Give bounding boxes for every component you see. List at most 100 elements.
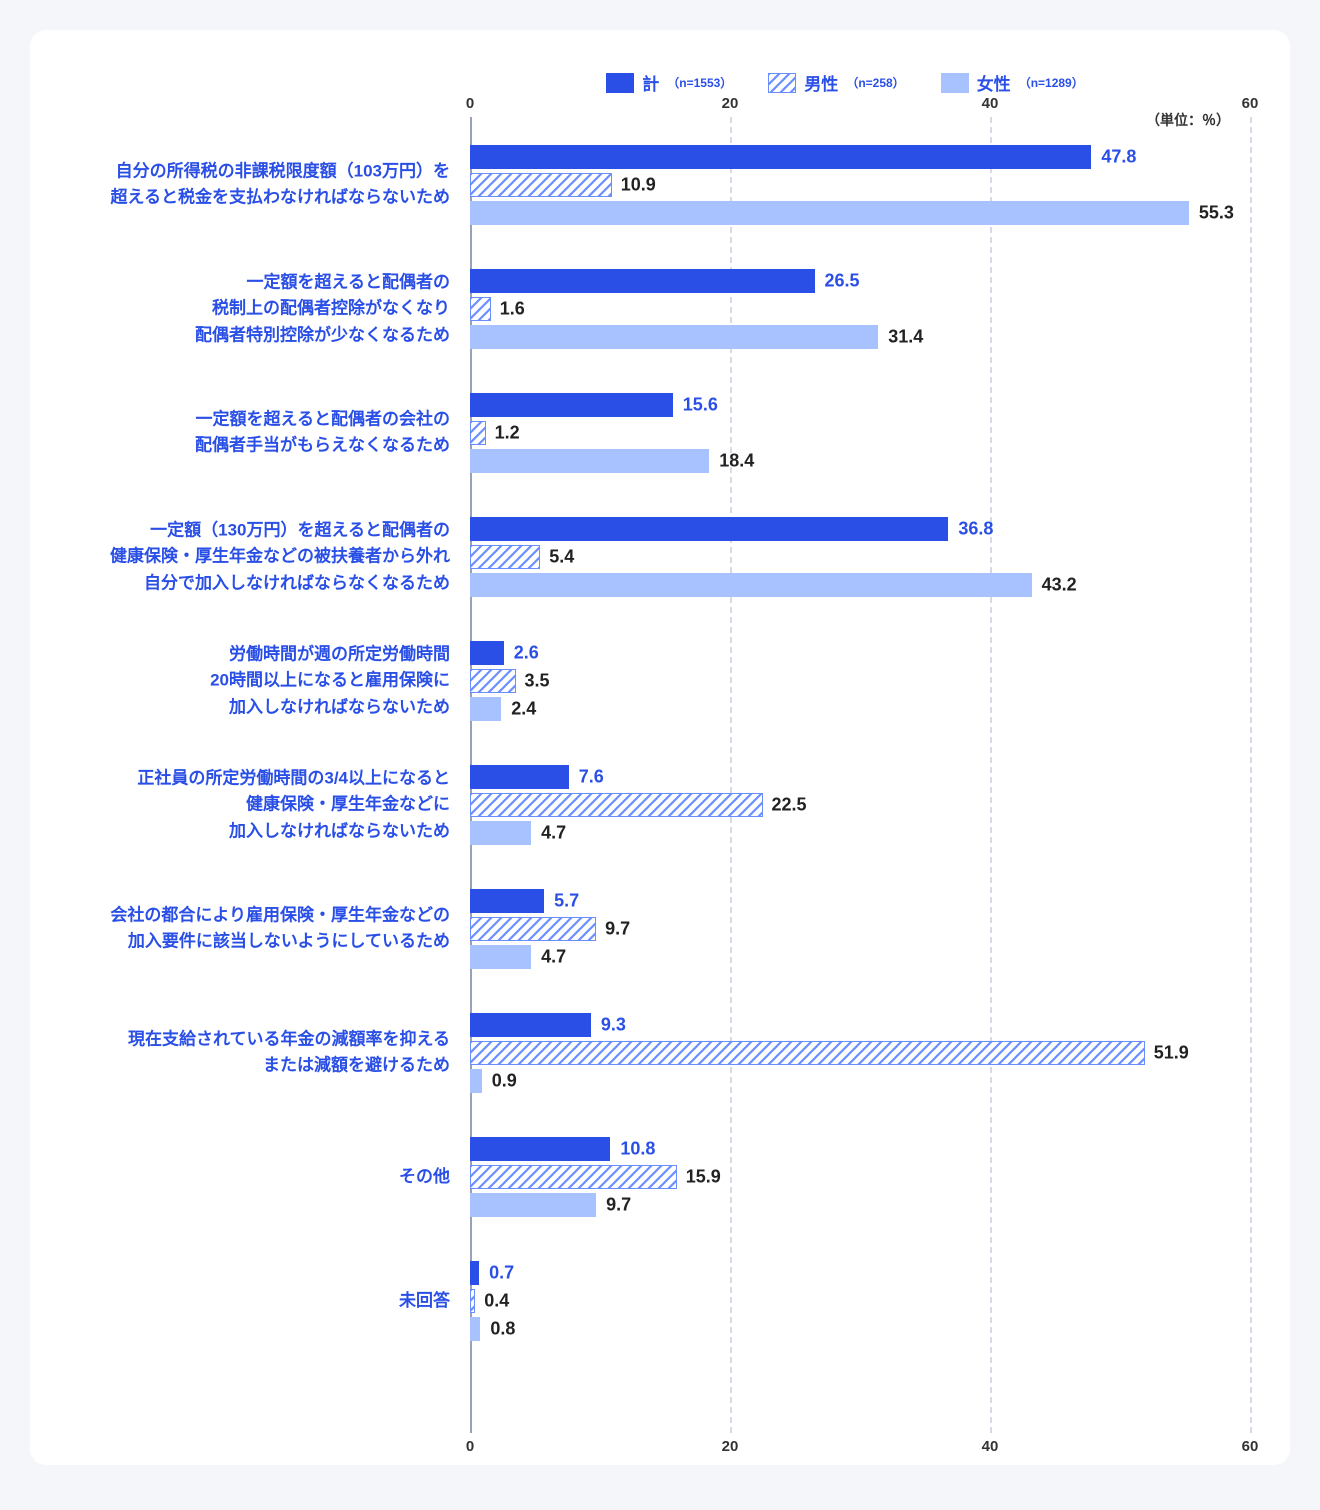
bar-male: 9.7 — [470, 917, 596, 941]
axis-tick: 20 — [722, 1438, 739, 1455]
category-label: その他 — [70, 1164, 470, 1190]
legend-label: 女性 — [977, 70, 1011, 95]
bar-value: 26.5 — [815, 271, 860, 292]
bar-value: 18.4 — [709, 451, 754, 472]
legend-swatch-male — [768, 73, 796, 93]
bar-female: 2.4 — [470, 697, 501, 721]
bar-value: 0.7 — [479, 1263, 514, 1284]
bar-total: 5.7 — [470, 889, 544, 913]
axis-tick: 40 — [982, 95, 999, 112]
bar-female: 0.8 — [470, 1317, 480, 1341]
category-label: 会社の都合により雇用保険・厚生年金などの加入要件に該当しないようにしているため — [70, 903, 470, 956]
bar-total: 15.6 — [470, 393, 673, 417]
category-label: 一定額を超えると配偶者の税制上の配偶者控除がなくなり配偶者特別控除が少なくなるた… — [70, 269, 470, 348]
legend-sublabel: （n=1289） — [1019, 74, 1084, 91]
bar-value: 10.9 — [611, 175, 656, 196]
legend-item-total: 計（n=1553） — [606, 70, 732, 95]
bar-female: 4.7 — [470, 945, 531, 969]
bar-female: 9.7 — [470, 1193, 596, 1217]
axis-tick: 60 — [1242, 1438, 1259, 1455]
bar-total: 36.8 — [470, 517, 948, 541]
bar-value: 15.6 — [673, 395, 718, 416]
bar-male: 22.5 — [470, 793, 763, 817]
bar-male: 10.9 — [470, 173, 612, 197]
category-label: 労働時間が週の所定労働時間20時間以上になると雇用保険に加入しなければならないた… — [70, 641, 470, 720]
axis-tick: 40 — [982, 1438, 999, 1455]
bar-group: 自分の所得税の非課税限度額（103万円）を超えると税金を支払わなければならないた… — [470, 145, 1250, 225]
chart-plot-area: 00202040406060自分の所得税の非課税限度額（103万円）を超えると税… — [470, 135, 1250, 1415]
bar-value: 5.4 — [539, 547, 574, 568]
bar-male: 1.2 — [470, 421, 486, 445]
bar-total: 47.8 — [470, 145, 1091, 169]
bar-male: 3.5 — [470, 669, 516, 693]
bar-value: 0.8 — [480, 1319, 515, 1340]
legend-item-male: 男性 （n=258） — [768, 70, 904, 95]
bar-value: 36.8 — [948, 519, 993, 540]
bar-male: 15.9 — [470, 1165, 677, 1189]
bar-group: 労働時間が週の所定労働時間20時間以上になると雇用保険に加入しなければならないた… — [470, 641, 1250, 721]
legend-item-female: 女性 （n=1289） — [941, 70, 1084, 95]
bar-group: 会社の都合により雇用保険・厚生年金などの加入要件に該当しないようにしているため5… — [470, 889, 1250, 969]
bar-female: 31.4 — [470, 325, 878, 349]
bar-value: 3.5 — [515, 671, 550, 692]
axis-tick: 0 — [466, 95, 474, 112]
legend-swatch-female — [941, 73, 969, 93]
bar-value: 1.2 — [485, 423, 520, 444]
bar-value: 4.7 — [531, 823, 566, 844]
bar-value: 7.6 — [569, 767, 604, 788]
bar-female: 55.3 — [470, 201, 1189, 225]
bar-value: 2.4 — [501, 699, 536, 720]
unit-label: （単位：％） — [1146, 110, 1230, 130]
bar-value: 51.9 — [1144, 1043, 1189, 1064]
legend: 計（n=1553） 男性 （n=258） 女性 （n=1289） — [440, 70, 1250, 95]
axis-tick: 0 — [466, 1438, 474, 1455]
bar-value: 9.7 — [595, 919, 630, 940]
legend-label: 男性 — [804, 70, 838, 95]
bar-value: 1.6 — [490, 299, 525, 320]
category-label: 正社員の所定労働時間の3/4以上になると健康保険・厚生年金などに加入しなければな… — [70, 765, 470, 844]
bar-value: 9.7 — [596, 1195, 631, 1216]
bar-value: 9.3 — [591, 1015, 626, 1036]
bar-male: 1.6 — [470, 297, 491, 321]
bar-total: 7.6 — [470, 765, 569, 789]
bar-female: 43.2 — [470, 573, 1032, 597]
bar-value: 5.7 — [544, 891, 579, 912]
bar-total: 26.5 — [470, 269, 815, 293]
category-label: 一定額を超えると配偶者の会社の配偶者手当がもらえなくなるため — [70, 407, 470, 460]
bar-value: 31.4 — [878, 327, 923, 348]
bar-value: 55.3 — [1189, 203, 1234, 224]
bar-group: 正社員の所定労働時間の3/4以上になると健康保険・厚生年金などに加入しなければな… — [470, 765, 1250, 845]
axis-tick: 20 — [722, 95, 739, 112]
bar-value: 22.5 — [762, 795, 807, 816]
category-label: 一定額（130万円）を超えると配偶者の健康保険・厚生年金などの被扶養者から外れ自… — [70, 517, 470, 596]
legend-label: 計 — [642, 70, 659, 95]
legend-sublabel: （n=258） — [846, 74, 904, 91]
bar-group: その他10.815.99.7 — [470, 1137, 1250, 1217]
bar-group: 一定額を超えると配偶者の税制上の配偶者控除がなくなり配偶者特別控除が少なくなるた… — [470, 269, 1250, 349]
legend-swatch-total — [606, 73, 634, 93]
bar-total: 2.6 — [470, 641, 504, 665]
grid-line — [1250, 117, 1252, 1433]
bar-group: 一定額を超えると配偶者の会社の配偶者手当がもらえなくなるため15.61.218.… — [470, 393, 1250, 473]
bar-group: 一定額（130万円）を超えると配偶者の健康保険・厚生年金などの被扶養者から外れ自… — [470, 517, 1250, 597]
bar-value: 43.2 — [1032, 575, 1077, 596]
chart-card: 計（n=1553）男性（n=258）女性（n=1289） （単位：％） 0020… — [30, 30, 1290, 1465]
bar-total: 9.3 — [470, 1013, 591, 1037]
bar-value: 15.9 — [676, 1167, 721, 1188]
bar-value: 0.4 — [474, 1291, 509, 1312]
bar-value: 10.8 — [610, 1139, 655, 1160]
bar-total: 10.8 — [470, 1137, 610, 1161]
axis-tick: 60 — [1242, 95, 1259, 112]
category-label: 未回答 — [70, 1288, 470, 1314]
bar-value: 47.8 — [1091, 147, 1136, 168]
bar-value: 0.9 — [482, 1071, 517, 1092]
bar-female: 4.7 — [470, 821, 531, 845]
bar-female: 0.9 — [470, 1069, 482, 1093]
bar-male: 51.9 — [470, 1041, 1145, 1065]
bar-female: 18.4 — [470, 449, 709, 473]
bar-value: 4.7 — [531, 947, 566, 968]
bar-total: 0.7 — [470, 1261, 479, 1285]
category-label: 現在支給されている年金の減額率を抑えるまたは減額を避けるため — [70, 1027, 470, 1080]
category-label: 自分の所得税の非課税限度額（103万円）を超えると税金を支払わなければならないた… — [70, 159, 470, 212]
bar-group: 現在支給されている年金の減額率を抑えるまたは減額を避けるため9.351.90.9 — [470, 1013, 1250, 1093]
